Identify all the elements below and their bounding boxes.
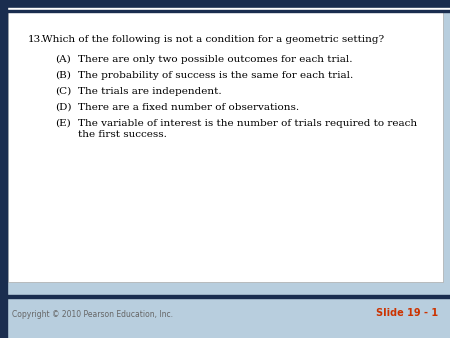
Text: 13.: 13. [28, 35, 45, 44]
Text: There are        the first success.                 (A)    (B): There are the first success. (A) (B) [9, 91, 193, 99]
Text: The probability of success is the same for each trial.: The probability of success is the same f… [78, 71, 353, 80]
Bar [0, 295, 450, 297]
Bar [0, 0, 450, 8]
Text: Copyright © 2010 Pearson Education, Inc.: Copyright © 2010 Pearson Education, Inc. [12, 310, 173, 319]
Text: There are a fixed number         There are only two possible outcomes   (A): There are a fixed number There are only … [9, 62, 278, 70]
Text: The variable       the first success.    the number of trials required     (E): The variable the first success. the numb… [9, 77, 269, 85]
Text: (B): (B) [55, 71, 71, 80]
Text: The variable of interest is the number of trials required to reach: The variable of interest is the number o… [78, 119, 417, 128]
Text: The trials are independent. (C)     trials required     (C): The trials are independent. (C) trials r… [9, 104, 219, 112]
Text: (A): (A) [55, 55, 71, 64]
Text: There are a fixed number of observations.   (D): There are a fixed number of observations… [9, 130, 191, 138]
Text: Which of the following is not a condition for a geometric setting?: Which of the following is not a conditio… [42, 35, 384, 44]
Text: Slide 19 - 1: Slide 19 - 1 [376, 308, 438, 318]
Text: the first success.: the first success. [78, 130, 167, 139]
Bar [0, 0, 7, 338]
Text: The probability of success is the same for each trial.  (B): The probability of success is the same f… [9, 117, 226, 125]
FancyBboxPatch shape [8, 12, 443, 282]
Text: There are only two possible outcomes for each trial.: There are only two possible outcomes for… [78, 55, 352, 64]
Text: credibilin o      There are a fixed number of observations.    (A)  •: credibilin o There are a fixed number of… [9, 47, 246, 55]
Text: (D): (D) [55, 103, 72, 112]
Bar [0, 8, 450, 10]
Text: The trials are independent.: The trials are independent. [78, 87, 221, 96]
Text: (E): (E) [55, 119, 71, 128]
Bar [0, 10, 450, 11]
Text: (C): (C) [55, 87, 71, 96]
Text: There are a fixed number of observations.: There are a fixed number of observations… [78, 103, 299, 112]
